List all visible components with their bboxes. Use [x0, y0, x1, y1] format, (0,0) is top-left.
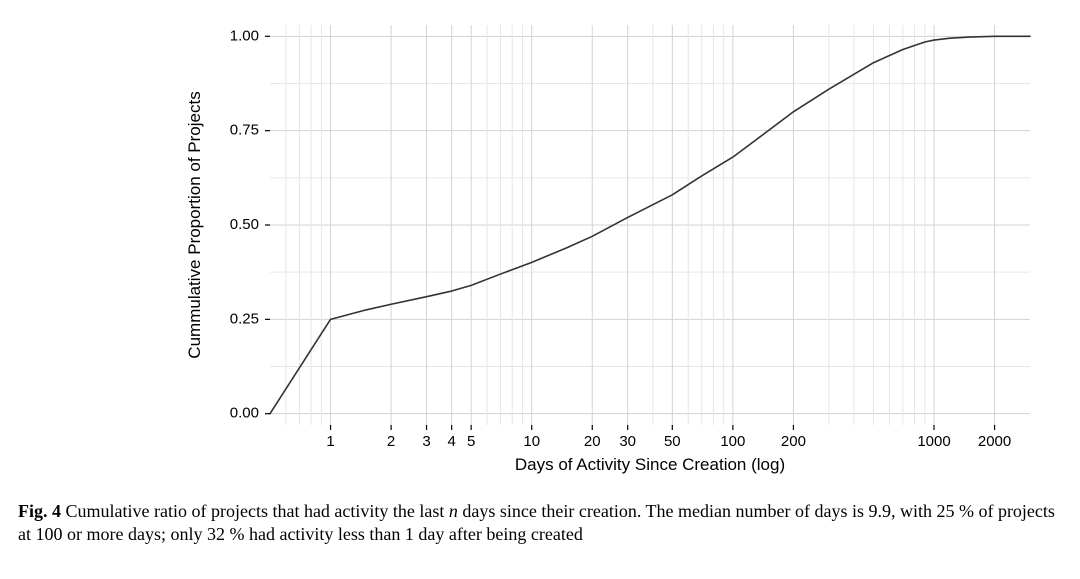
x-tick-label: 5 — [467, 433, 475, 450]
x-tick-label: 4 — [447, 433, 455, 450]
y-tick-label: 0.25 — [230, 310, 259, 327]
caption-fig-label: Fig. 4 — [18, 501, 61, 521]
x-tick-label: 2 — [387, 433, 395, 450]
x-tick-label: 20 — [584, 433, 601, 450]
y-tick-label: 0.50 — [230, 216, 259, 233]
figure-4: 0.00 0.25 0.50 0.75 1.00 1 2 345 10 20 30 50 100 200 1… — [0, 0, 1080, 579]
x-tick-label: 50 — [664, 433, 681, 450]
x-axis-title: Days of Activity Since Creation (log) — [515, 455, 785, 474]
x-tick-label: 10 — [523, 433, 540, 450]
x-tick-label: 100 — [720, 433, 745, 450]
x-tick-label: 3 — [422, 433, 430, 450]
x-tick-label: 1 — [326, 433, 334, 450]
caption-text-1: Cumulative ratio of projects that had ac… — [66, 501, 449, 521]
caption-n: n — [449, 501, 458, 521]
x-tick-label: 200 — [781, 433, 806, 450]
figure-caption: Fig. 4 Cumulative ratio of projects that… — [18, 500, 1062, 545]
cumulative-chart: 0.00 0.25 0.50 0.75 1.00 1 2 345 10 20 30 50 100 200 1… — [160, 10, 1060, 490]
x-tick-label: 1000 — [917, 433, 950, 450]
x-tick-label: 2000 — [978, 433, 1011, 450]
y-tick-label: 0.00 — [230, 405, 259, 422]
y-tick-label: 0.75 — [230, 122, 259, 139]
y-axis-title: Cummulative Proportion of Projects — [185, 91, 204, 358]
chart-container: 0.00 0.25 0.50 0.75 1.00 1 2 345 10 20 30 50 100 200 1… — [160, 10, 1060, 490]
x-tick-label: 30 — [619, 433, 636, 450]
y-tick-label: 1.00 — [230, 27, 259, 44]
